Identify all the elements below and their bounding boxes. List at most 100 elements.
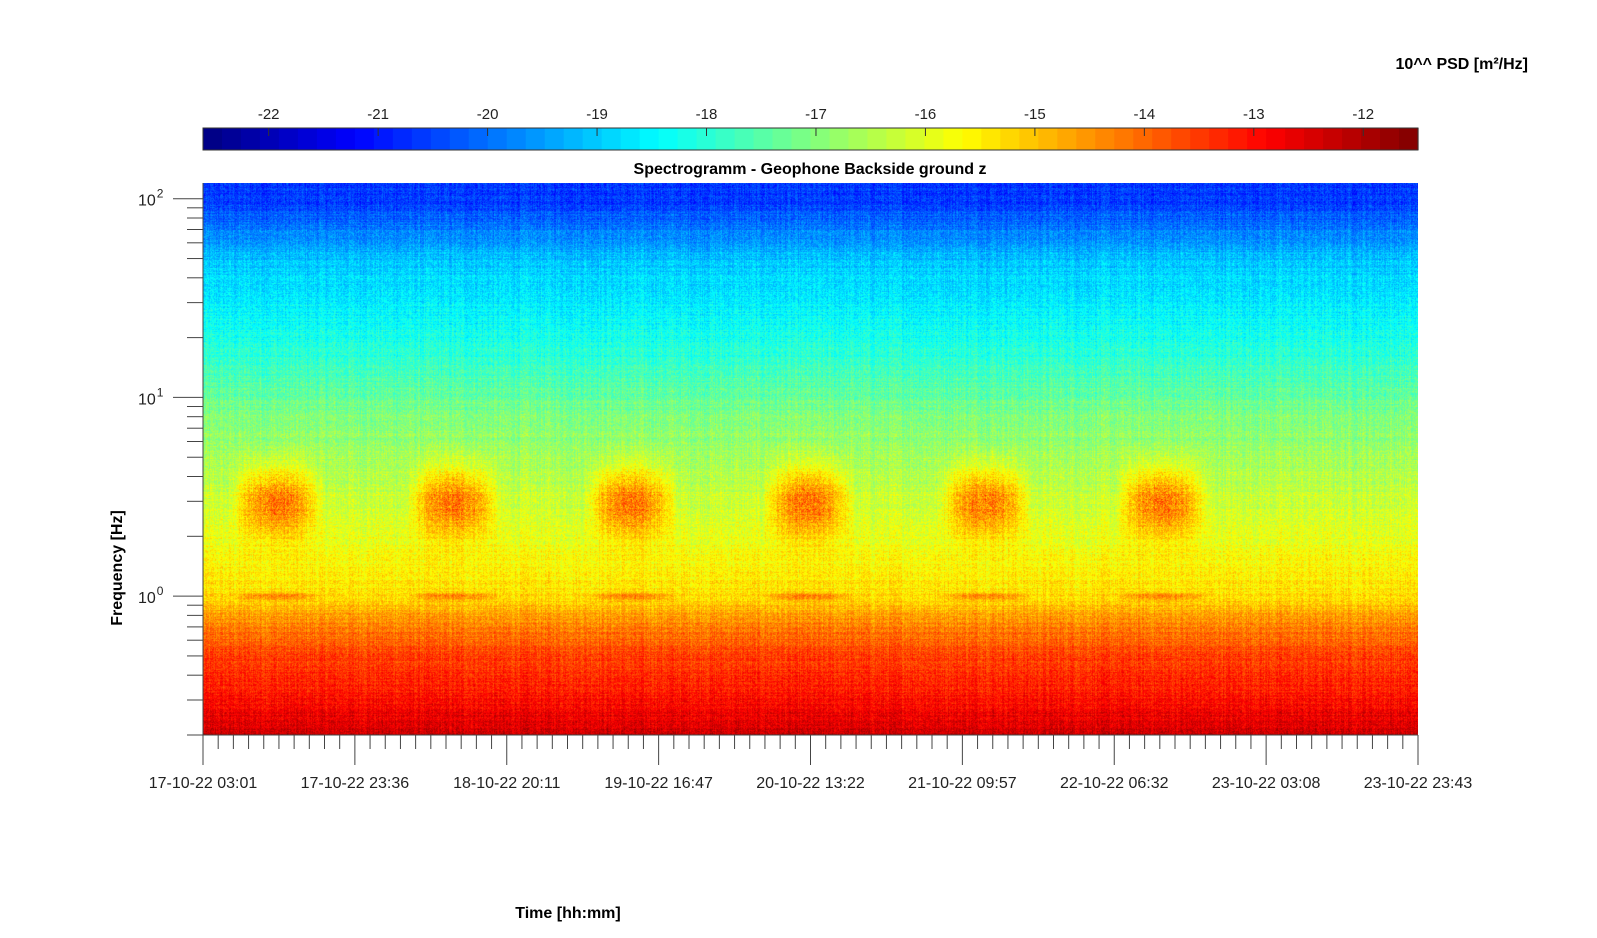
y-tick-label: 100	[138, 584, 164, 607]
colorbar-cell	[791, 128, 812, 150]
colorbar-cell	[924, 128, 944, 150]
colorbar-cell	[1323, 128, 1343, 150]
colorbar-cell	[658, 128, 679, 150]
colorbar-cell	[1209, 128, 1229, 150]
colorbar-cell	[1266, 128, 1286, 150]
colorbar-cell	[468, 128, 489, 150]
colorbar-cell	[962, 128, 982, 150]
plot-area: 100 101 102 17-10-22 03:01 17-10-22 23:36 18…	[138, 183, 1472, 792]
colorbar-cell	[430, 128, 451, 150]
x-axis-label: Time [hh:mm]	[515, 905, 620, 922]
x-tick-label: 18-10-22 20:11	[453, 775, 560, 792]
colorbar-tick-label: -17	[805, 106, 827, 123]
colorbar-tick-label: -13	[1243, 106, 1265, 123]
colorbar-cell	[867, 128, 888, 150]
colorbar-cell	[563, 128, 584, 150]
colorbar-cell	[354, 128, 375, 150]
colorbar-cell	[1380, 128, 1400, 150]
x-tick-label: 20-10-22 13:22	[756, 775, 865, 792]
colorbar-cell	[848, 128, 869, 150]
colorbar-cell	[506, 128, 527, 150]
colorbar-label: 10^^ PSD [m²/Hz]	[1396, 56, 1528, 73]
colorbar-cell	[696, 128, 717, 150]
colorbar-cell	[715, 128, 736, 150]
y-tick-label: 101	[138, 385, 164, 408]
colorbar-cell	[1019, 128, 1039, 150]
colorbar-cell	[449, 128, 470, 150]
colorbar-cell	[1133, 128, 1153, 150]
x-tick-label: 23-10-22 03:08	[1212, 775, 1321, 792]
colorbar-cell	[1095, 128, 1115, 150]
y-tick-label: 102	[138, 187, 164, 210]
colorbar-cell	[487, 128, 508, 150]
colorbar-tick-label: -14	[1134, 106, 1156, 123]
x-tick-label: 17-10-22 23:36	[301, 775, 410, 792]
colorbar-cell	[582, 128, 603, 150]
colorbar-cell	[886, 128, 907, 150]
colorbar-cell	[240, 128, 261, 150]
colorbar-cell	[601, 128, 622, 150]
colorbar-cell	[753, 128, 774, 150]
colorbar-cell	[1361, 128, 1381, 150]
colorbar-tick-label: -21	[367, 106, 389, 123]
colorbar-cell	[221, 128, 242, 150]
colorbar-tick-label: -20	[477, 106, 499, 123]
colorbar-cell	[1304, 128, 1324, 150]
colorbar-cell	[392, 128, 413, 150]
colorbar-cell	[1076, 128, 1096, 150]
chart-title: Spectrogramm - Geophone Backside ground …	[634, 161, 987, 178]
colorbar-cell	[620, 128, 641, 150]
x-tick-label: 19-10-22 16:47	[604, 775, 713, 792]
colorbar-cell	[544, 128, 565, 150]
colorbar-cell	[981, 128, 1001, 150]
colorbar-tick-label: -12	[1352, 106, 1374, 123]
x-tick-label: 17-10-22 03:01	[149, 775, 258, 792]
x-axis: 17-10-22 03:01 17-10-22 23:36 18-10-22 20:…	[149, 734, 1473, 792]
y-axis: 100 101 102	[138, 183, 204, 736]
colorbar-cell	[1342, 128, 1362, 150]
colorbar-cell	[1000, 128, 1020, 150]
colorbar-tick-label: -19	[586, 106, 608, 123]
colorbar-cell	[316, 128, 337, 150]
y-axis-label: Frequency [Hz]	[109, 510, 126, 626]
colorbar-cell	[1171, 128, 1191, 150]
colorbar-cell	[639, 128, 660, 150]
colorbar-cell	[1114, 128, 1134, 150]
colorbar-cell	[772, 128, 793, 150]
colorbar-cell	[829, 128, 850, 150]
colorbar-cell	[259, 128, 280, 150]
y-tick-exponent: 2	[157, 187, 164, 201]
colorbar-cell	[1038, 128, 1058, 150]
colorbar-tick-label: -18	[696, 106, 718, 123]
colorbar-cell	[905, 128, 925, 150]
colorbar-cell	[373, 128, 394, 150]
colorbar-cell	[1228, 128, 1248, 150]
colorbar-tick-label: -16	[915, 106, 937, 123]
colorbar-cell	[1399, 128, 1419, 150]
colorbar-cell	[734, 128, 755, 150]
colorbar-ticks: -22 -21 -20 -19 -18 -17 -16 -15 -14 -13 -12	[258, 106, 1374, 136]
colorbar-tick-label: -22	[258, 106, 280, 123]
colorbar-gradient	[203, 128, 1419, 150]
colorbar-cell	[1247, 128, 1267, 150]
y-tick-exponent: 1	[157, 385, 164, 399]
spectrogram-heatmap	[203, 183, 1418, 735]
colorbar-tick-label: -15	[1024, 106, 1046, 123]
colorbar-cell	[525, 128, 546, 150]
colorbar-cell	[335, 128, 356, 150]
colorbar-cell	[1190, 128, 1210, 150]
colorbar: -22 -21 -20 -19 -18 -17 -16 -15 -14 -13 -12	[202, 106, 1419, 151]
colorbar-cell	[677, 128, 698, 150]
colorbar-cell	[1152, 128, 1172, 150]
colorbar-cell	[278, 128, 299, 150]
colorbar-cell	[203, 128, 223, 150]
colorbar-cell	[411, 128, 432, 150]
colorbar-cell	[943, 128, 963, 150]
colorbar-cell	[810, 128, 831, 150]
x-tick-label: 23-10-22 23:43	[1364, 775, 1473, 792]
x-tick-label: 21-10-22 09:57	[908, 775, 1017, 792]
colorbar-frame	[202, 127, 1419, 151]
colorbar-cell	[1285, 128, 1305, 150]
colorbar-cell	[1057, 128, 1077, 150]
